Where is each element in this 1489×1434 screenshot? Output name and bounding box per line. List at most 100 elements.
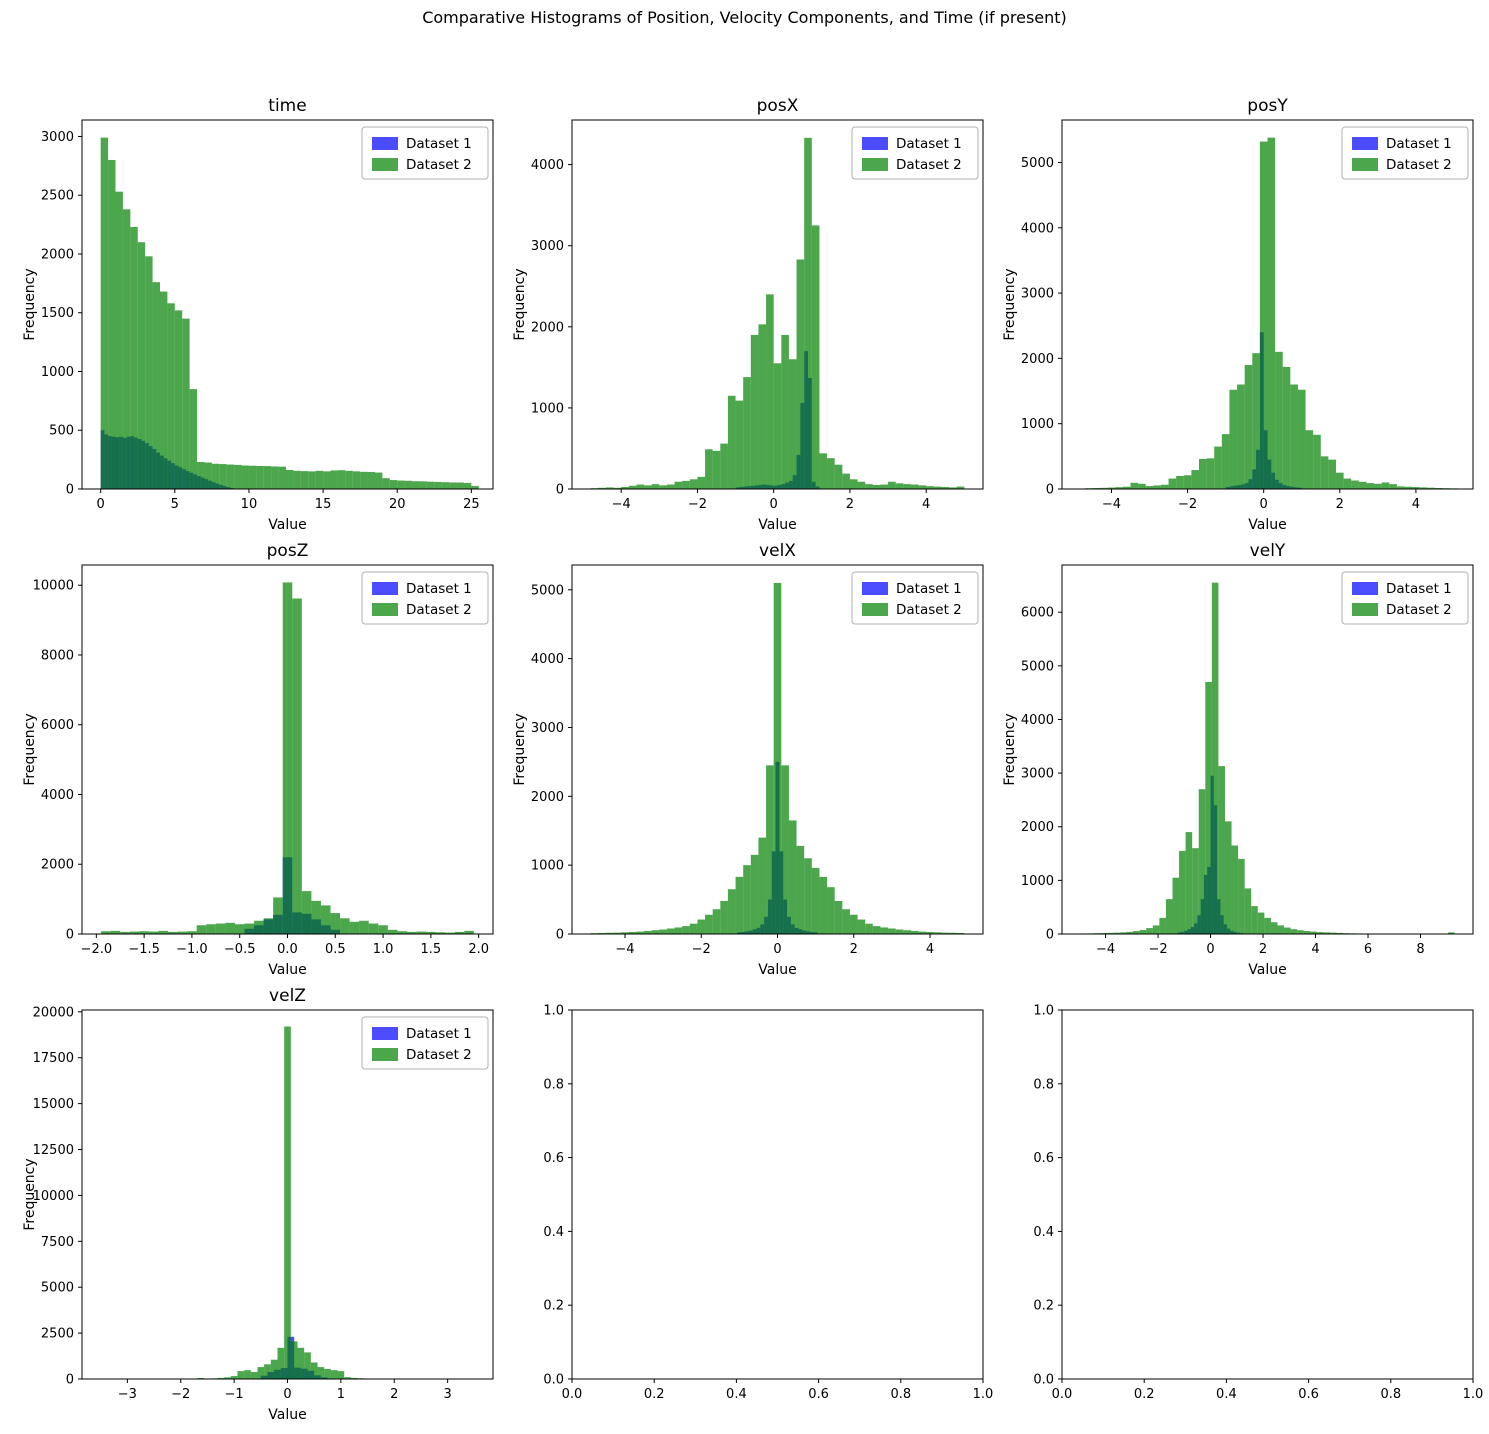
legend-swatch-dataset2 [1352, 158, 1378, 171]
bars-dataset2 [591, 583, 965, 934]
y-tick-label: 3000 [531, 239, 564, 254]
x-tick-label: 0.4 [1216, 1387, 1237, 1402]
legend-label-dataset1: Dataset 1 [406, 1026, 472, 1042]
x-tick-label: −2 [688, 497, 707, 512]
histogram-bars [191, 1027, 371, 1379]
x-tick-label: 2 [850, 942, 858, 957]
x-tick-label: 0.2 [644, 1387, 665, 1402]
x-tick-label: −1.5 [128, 942, 160, 957]
x-tick-label: 0 [1260, 497, 1268, 512]
bars-dataset2 [591, 138, 965, 489]
y-tick-label: 1000 [1021, 874, 1054, 889]
y-axis-label: Frequency [512, 713, 528, 785]
bars-dataset2 [1085, 138, 1458, 489]
x-tick-label: 2 [846, 497, 854, 512]
y-tick-label: 0.4 [1033, 1225, 1054, 1240]
y-tick-label: 17500 [33, 1051, 74, 1066]
y-axis-label: Frequency [22, 268, 38, 340]
legend-swatch-dataset2 [372, 1048, 398, 1061]
x-tick-label: 4 [926, 942, 934, 957]
x-tick-label: −2.0 [81, 942, 113, 957]
y-tick-label: 3000 [1021, 767, 1054, 782]
y-tick-label: 0.0 [543, 1373, 564, 1388]
x-tick-label: 4 [1412, 497, 1420, 512]
y-axis-label: Frequency [22, 713, 38, 785]
x-tick-label: −2 [171, 1387, 190, 1402]
x-axis-label: Value [758, 517, 796, 533]
x-axis-label: Value [1248, 962, 1286, 978]
legend-label-dataset1: Dataset 1 [1386, 581, 1452, 597]
x-tick-label: 0.4 [726, 1387, 747, 1402]
x-tick-label: 5 [171, 497, 179, 512]
y-axis-label: Frequency [512, 268, 528, 340]
legend-label-dataset2: Dataset 2 [1386, 602, 1452, 618]
y-tick-label: 0.0 [1033, 1373, 1054, 1388]
legend-swatch-dataset2 [862, 603, 888, 616]
x-tick-label: −1.0 [176, 942, 208, 957]
y-tick-label: 1000 [41, 365, 74, 380]
x-axis-label: Value [268, 1407, 306, 1423]
legend-swatch-dataset1 [862, 582, 888, 595]
x-tick-label: −4 [1096, 942, 1115, 957]
y-tick-label: 3000 [1021, 287, 1054, 302]
y-tick-label: 7500 [41, 1235, 74, 1250]
subplot-title: velX [759, 541, 796, 561]
x-tick-label: 0.0 [277, 942, 298, 957]
x-tick-label: 0 [770, 497, 778, 512]
x-tick-label: 0.6 [1298, 1387, 1319, 1402]
y-tick-label: 10000 [33, 1189, 74, 1204]
y-tick-label: 0.8 [543, 1077, 564, 1092]
y-tick-label: 0.2 [1033, 1299, 1054, 1314]
legend-swatch-dataset2 [372, 603, 398, 616]
axes-frame [572, 1010, 983, 1379]
legend-label-dataset1: Dataset 1 [1386, 136, 1452, 152]
x-tick-label: −2 [1178, 497, 1197, 512]
y-tick-label: 500 [49, 424, 74, 439]
legend-label-dataset2: Dataset 2 [1386, 157, 1452, 173]
y-tick-label: 4000 [531, 652, 564, 667]
axes-frame [1062, 1010, 1473, 1379]
y-tick-label: 1000 [531, 859, 564, 874]
y-tick-label: 2000 [531, 790, 564, 805]
histogram-bars [101, 138, 479, 489]
x-axis-label: Value [268, 517, 306, 533]
x-tick-label: 0 [283, 1387, 291, 1402]
y-tick-label: 5000 [1021, 659, 1054, 674]
y-axis-label: Frequency [1002, 268, 1018, 340]
y-tick-label: 0 [66, 1373, 74, 1388]
legend-label-dataset2: Dataset 2 [406, 1047, 472, 1063]
legend-swatch-dataset2 [372, 158, 398, 171]
y-tick-label: 4000 [1021, 221, 1054, 236]
y-tick-label: 1.0 [543, 1004, 564, 1019]
legend-label-dataset2: Dataset 2 [406, 157, 472, 173]
y-tick-label: 10000 [33, 579, 74, 594]
legend-swatch-dataset1 [862, 137, 888, 150]
legend-swatch-dataset1 [1352, 137, 1378, 150]
histogram-bars [1085, 138, 1458, 489]
subplot-title: velZ [269, 986, 306, 1006]
y-tick-label: 1500 [41, 306, 74, 321]
legend-label-dataset2: Dataset 2 [896, 602, 962, 618]
x-tick-label: 6 [1364, 942, 1372, 957]
y-tick-label: 3000 [531, 721, 564, 736]
x-tick-label: 1.5 [421, 942, 442, 957]
y-tick-label: 2000 [1021, 820, 1054, 835]
legend-swatch-dataset2 [862, 158, 888, 171]
x-tick-label: 1.0 [373, 942, 394, 957]
y-tick-label: 8000 [41, 648, 74, 663]
bars-dataset2 [101, 138, 479, 489]
